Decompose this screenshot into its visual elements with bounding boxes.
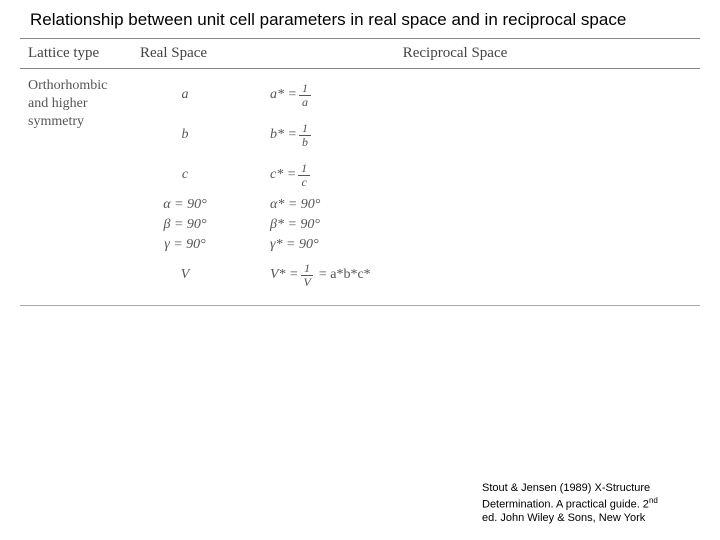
- real-a: a: [140, 75, 230, 115]
- real-alpha: α = 90°: [140, 195, 230, 215]
- recip-v-lhs: V* =: [270, 267, 299, 284]
- fraction-icon: 1 a: [299, 82, 311, 108]
- recip-v-num: 1: [301, 262, 313, 276]
- relation-table: Lattice type Real Space Reciprocal Space…: [0, 38, 720, 306]
- recip-volume: V* = 1 V = a*b*c*: [270, 255, 430, 295]
- recip-gamma: γ* = 90°: [270, 235, 430, 255]
- recip-c-num: 1: [298, 162, 310, 176]
- real-b: b: [140, 115, 230, 155]
- recip-b-den: b: [299, 136, 311, 149]
- recip-b-num: 1: [299, 122, 311, 136]
- fraction-icon: 1 b: [299, 122, 311, 148]
- real-beta: β = 90°: [140, 215, 230, 235]
- citation-l1: Stout & Jensen (1989) X-Structure: [482, 482, 650, 494]
- citation-l2a: Determination. A practical guide. 2: [482, 499, 649, 511]
- recip-a-num: 1: [299, 82, 311, 96]
- lattice-l3: symmetry: [28, 114, 84, 129]
- citation: Stout & Jensen (1989) X-Structure Determ…: [482, 482, 692, 526]
- recip-c-lhs: c* =: [270, 167, 296, 184]
- recip-a-lhs: a* =: [270, 87, 297, 104]
- header-real: Real Space: [140, 45, 310, 62]
- fraction-icon: 1 c: [298, 162, 310, 188]
- real-c: c: [140, 155, 230, 195]
- real-gamma: γ = 90°: [140, 235, 230, 255]
- page-title: Relationship between unit cell parameter…: [0, 0, 720, 38]
- recip-v-den: V: [301, 276, 314, 289]
- recip-v-rhs: = a*b*c*: [319, 267, 371, 284]
- recip-a: a* = 1 a: [270, 75, 430, 115]
- recip-a-den: a: [299, 96, 311, 109]
- lattice-l1: Orthorhombic: [28, 78, 107, 93]
- recip-alpha: α* = 90°: [270, 195, 430, 215]
- header-recip: Reciprocal Space: [310, 45, 700, 62]
- params-block: a b c α = 90° β = 90° γ = 90° V a* = 1 a…: [140, 75, 700, 295]
- real-space-column: a b c α = 90° β = 90° γ = 90° V: [140, 75, 230, 295]
- recip-b: b* = 1 b: [270, 115, 430, 155]
- citation-sup: nd: [649, 496, 658, 505]
- lattice-l2: and higher: [28, 96, 87, 111]
- recip-c-den: c: [299, 176, 310, 189]
- fraction-icon: 1 V: [301, 262, 314, 288]
- lattice-type-label: Orthorhombic and higher symmetry: [20, 75, 140, 295]
- recip-b-lhs: b* =: [270, 127, 297, 144]
- table-header-row: Lattice type Real Space Reciprocal Space: [20, 38, 700, 69]
- reciprocal-space-column: a* = 1 a b* = 1 b c* = 1: [230, 75, 430, 295]
- citation-l3: ed. John Wiley & Sons, New York: [482, 512, 645, 524]
- table-body-row: Orthorhombic and higher symmetry a b c α…: [20, 69, 700, 306]
- real-volume: V: [140, 255, 230, 295]
- recip-beta: β* = 90°: [270, 215, 430, 235]
- recip-c: c* = 1 c: [270, 155, 430, 195]
- header-lattice: Lattice type: [20, 45, 140, 62]
